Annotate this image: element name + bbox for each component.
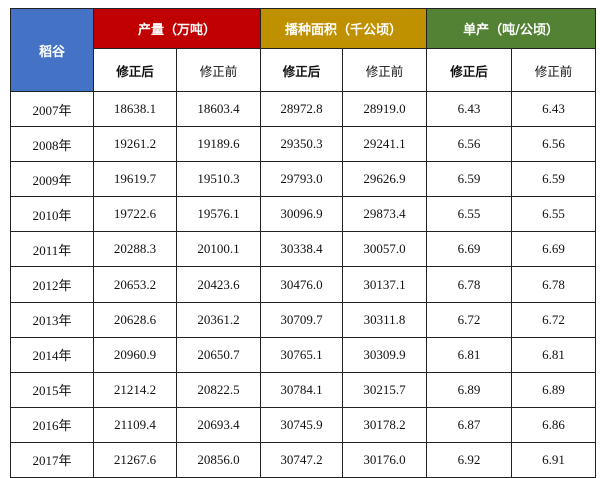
value-cell: 30176.0 (342, 441, 428, 478)
area-group-header: 播种面积（千公顷） (260, 8, 428, 49)
value-cell: 6.72 (426, 301, 513, 338)
value-cell: 6.59 (511, 161, 597, 198)
value-cell: 6.56 (426, 126, 513, 163)
value-cell: 19189.6 (175, 126, 262, 163)
table-row: 2011年 20288.3 20100.1 30338.4 30057.0 6.69 6.6… (10, 231, 597, 268)
value-cell: 18638.1 (93, 90, 177, 128)
value-cell: 20960.9 (93, 336, 177, 373)
table-row: 2017年 21267.6 20856.0 30747.2 30176.0 6.92 6.9… (10, 441, 597, 478)
value-cell: 29626.9 (342, 161, 428, 198)
table-row: 2010年 19722.6 19576.1 30096.9 29873.4 6.55 6.5… (10, 196, 597, 233)
value-cell: 20423.6 (175, 266, 262, 303)
sub-header: 修正后 (260, 48, 344, 92)
value-cell: 30137.1 (342, 266, 428, 303)
value-cell: 6.78 (426, 266, 513, 303)
value-cell: 30784.1 (260, 371, 344, 408)
table-row: 2016年 21109.4 20693.4 30745.9 30178.2 6.87 6.8… (10, 406, 597, 443)
value-cell: 6.55 (426, 196, 513, 233)
value-cell: 30215.7 (342, 371, 428, 408)
value-cell: 21109.4 (93, 406, 177, 443)
sub-header: 修正后 (426, 48, 513, 92)
value-cell: 30745.9 (260, 406, 344, 443)
value-cell: 6.72 (511, 301, 597, 338)
year-cell: 2016年 (10, 406, 94, 443)
value-cell: 30178.2 (342, 406, 428, 443)
value-cell: 6.86 (511, 406, 597, 443)
table-row: 2015年 21214.2 20822.5 30784.1 30215.7 6.89 6.8… (10, 371, 597, 408)
value-cell: 19576.1 (175, 196, 262, 233)
value-cell: 6.81 (511, 336, 597, 373)
sub-header: 修正前 (175, 48, 262, 92)
value-cell: 30057.0 (342, 231, 428, 268)
value-cell: 6.59 (426, 161, 513, 198)
value-cell: 20822.5 (175, 371, 262, 408)
value-cell: 18603.4 (175, 90, 262, 128)
year-cell: 2013年 (10, 301, 94, 338)
year-cell: 2010年 (10, 196, 94, 233)
year-cell: 2011年 (10, 231, 94, 268)
value-cell: 20693.4 (175, 406, 262, 443)
value-cell: 30338.4 (260, 231, 344, 268)
value-cell: 30765.1 (260, 336, 344, 373)
value-cell: 20288.3 (93, 231, 177, 268)
value-cell: 19722.6 (93, 196, 177, 233)
sub-header: 修正后 (93, 48, 177, 92)
value-cell: 21214.2 (93, 371, 177, 408)
value-cell: 6.87 (426, 406, 513, 443)
value-cell: 28919.0 (342, 90, 428, 128)
value-cell: 20361.2 (175, 301, 262, 338)
value-cell: 30096.9 (260, 196, 344, 233)
table-row: 2012年 20653.2 20423.6 30476.0 30137.1 6.78 6.7… (10, 266, 597, 303)
value-cell: 19261.2 (93, 126, 177, 163)
value-cell: 28972.8 (260, 90, 344, 128)
value-cell: 6.92 (426, 441, 513, 478)
value-cell: 6.43 (426, 90, 513, 128)
value-cell: 6.89 (426, 371, 513, 408)
table-row: 2014年 20960.9 20650.7 30765.1 30309.9 6.81 6.8… (10, 336, 597, 373)
value-cell: 20628.6 (93, 301, 177, 338)
year-cell: 2008年 (10, 126, 94, 163)
table-row: 2007年 18638.1 18603.4 28972.8 28919.0 6.43 6.4… (10, 90, 597, 128)
value-cell: 30309.9 (342, 336, 428, 373)
value-cell: 6.69 (426, 231, 513, 268)
value-cell: 6.56 (511, 126, 597, 163)
year-cell: 2017年 (10, 441, 94, 478)
year-cell: 2009年 (10, 161, 94, 198)
value-cell: 20653.2 (93, 266, 177, 303)
value-cell: 20856.0 (175, 441, 262, 478)
sub-header: 修正前 (342, 48, 428, 92)
unit-yield-group-header: 单产（吨/公顷） (426, 8, 597, 49)
value-cell: 6.81 (426, 336, 513, 373)
value-cell: 6.89 (511, 371, 597, 408)
value-cell: 6.69 (511, 231, 597, 268)
year-cell: 2012年 (10, 266, 94, 303)
value-cell: 30311.8 (342, 301, 428, 338)
value-cell: 21267.6 (93, 441, 177, 478)
value-cell: 30747.2 (260, 441, 344, 478)
value-cell: 29793.0 (260, 161, 344, 198)
value-cell: 30709.7 (260, 301, 344, 338)
value-cell: 6.43 (511, 90, 597, 128)
value-cell: 29350.3 (260, 126, 344, 163)
value-cell: 30476.0 (260, 266, 344, 303)
value-cell: 6.91 (511, 441, 597, 478)
sub-header: 修正前 (511, 48, 597, 92)
value-cell: 19619.7 (93, 161, 177, 198)
value-cell: 20650.7 (175, 336, 262, 373)
row-label-header: 稻谷 (10, 8, 94, 92)
rice-statistics-table: 稻谷 产量（万吨） 播种面积（千公顷） 单产（吨/公顷） 修正后 修正前 修正后… (10, 8, 597, 478)
table-row: 2013年 20628.6 20361.2 30709.7 30311.8 6.72 6.7… (10, 301, 597, 338)
yield-group-header: 产量（万吨） (92, 8, 262, 49)
value-cell: 29873.4 (342, 196, 428, 233)
table-row: 2008年 19261.2 19189.6 29350.3 29241.1 6.56 6.5… (10, 126, 597, 163)
year-cell: 2014年 (10, 336, 94, 373)
value-cell: 19510.3 (175, 161, 262, 198)
year-cell: 2007年 (10, 90, 94, 128)
table-row: 2009年 19619.7 19510.3 29793.0 29626.9 6.59 6.5… (10, 161, 597, 198)
value-cell: 6.55 (511, 196, 597, 233)
year-cell: 2015年 (10, 371, 94, 408)
value-cell: 6.78 (511, 266, 597, 303)
value-cell: 29241.1 (342, 126, 428, 163)
value-cell: 20100.1 (175, 231, 262, 268)
